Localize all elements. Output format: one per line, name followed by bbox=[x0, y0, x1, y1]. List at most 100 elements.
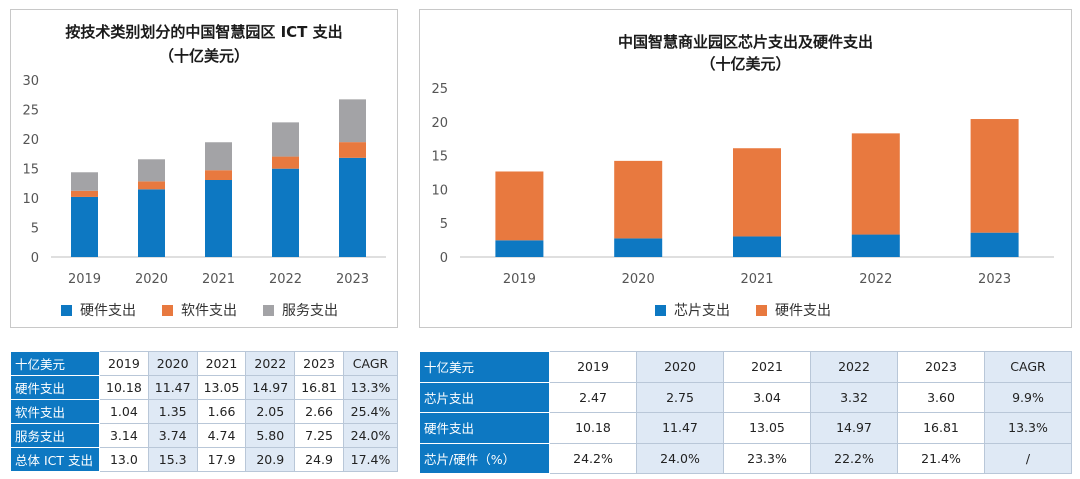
ict-table-cell: 24.0% bbox=[342, 423, 399, 448]
y-tick-label: 10 bbox=[431, 183, 448, 198]
bar-2021-series-0 bbox=[205, 180, 232, 257]
ict-table-cell: 3.74 bbox=[147, 423, 198, 448]
legend-label-chip: 芯片支出 bbox=[674, 303, 730, 319]
chip-table-cell: 13.05 bbox=[723, 412, 811, 444]
legend-hardware: 硬件支出 bbox=[61, 300, 136, 320]
x-tick-label-2023: 2023 bbox=[336, 272, 369, 287]
y-tick-label: 25 bbox=[22, 104, 39, 119]
ict-table-cell: 2020 bbox=[147, 351, 198, 376]
y-tick-label: 10 bbox=[22, 192, 39, 207]
ict-table-row: 服务支出 3.14 3.74 4.74 5.80 7.25 24.0% bbox=[10, 423, 399, 448]
chip-table-row-label: 硬件支出 bbox=[419, 412, 550, 444]
bar-2023-series-0 bbox=[970, 232, 1019, 257]
legend-swatch-hardware-right bbox=[756, 304, 767, 316]
ict-table-cell: 11.47 bbox=[147, 375, 198, 400]
ict-table-cell: 17.4% bbox=[342, 447, 399, 472]
ict-table-cell: 2021 bbox=[196, 351, 247, 376]
legend-chip: 芯片支出 bbox=[655, 300, 730, 320]
ict-table-cell: 13.3% bbox=[342, 375, 399, 400]
ict-table-cell: 1.04 bbox=[99, 399, 149, 424]
chip-table-cell: 11.47 bbox=[636, 412, 724, 444]
ict-table-row: 总体 ICT 支出 13.0 15.3 17.9 20.9 24.9 17.4% bbox=[10, 447, 399, 472]
ict-table-header-row: 十亿美元 2019 2020 2021 2022 2023 CAGR bbox=[10, 351, 399, 376]
chip-table-row-label: 芯片/硬件（%） bbox=[419, 442, 550, 474]
chip-table-cell: 13.3% bbox=[984, 412, 1072, 444]
ict-table-cell: 10.18 bbox=[99, 375, 149, 400]
chip-hardware-chart-panel: 中国智慧商业园区芯片支出及硬件支出 （十亿美元） 0 5 10 15 20 25 2019 2… bbox=[419, 9, 1072, 328]
ict-table-cell: 25.4% bbox=[342, 399, 399, 424]
ict-table-cell: 2023 bbox=[294, 351, 344, 376]
x-tick-label-2022: 2022 bbox=[859, 272, 892, 287]
ict-table-cell: 20.9 bbox=[245, 447, 296, 472]
bar-2021-series-1 bbox=[733, 148, 781, 237]
bar-2019-series-1 bbox=[71, 190, 98, 197]
legend-hardware-right: 硬件支出 bbox=[756, 300, 831, 320]
x-tick-label-2023: 2023 bbox=[978, 272, 1011, 287]
chip-table-cell: 21.4% bbox=[897, 442, 985, 474]
ict-table-row-label: 总体 ICT 支出 bbox=[10, 447, 100, 472]
legend-services: 服务支出 bbox=[263, 300, 338, 320]
chip-table-cell: 23.3% bbox=[723, 442, 811, 474]
bar-2020-series-2 bbox=[138, 159, 165, 182]
ict-table-cell: 16.81 bbox=[294, 375, 344, 400]
ict-table-cell: 4.74 bbox=[196, 423, 247, 448]
ict-table-row-label: 十亿美元 bbox=[10, 351, 100, 376]
y-tick-label: 5 bbox=[31, 222, 39, 237]
bar-2022-series-0 bbox=[272, 168, 299, 257]
right-chart-plot: 0 5 10 15 20 25 2019 2020 2021 2022 2023 bbox=[431, 82, 1054, 287]
x-tick-label-2019: 2019 bbox=[68, 272, 101, 287]
y-tick-label: 0 bbox=[440, 251, 448, 266]
ict-table-row: 软件支出 1.04 1.35 1.66 2.05 2.66 25.4% bbox=[10, 399, 399, 424]
chip-table-cell: 24.2% bbox=[549, 442, 637, 474]
chip-table-cell: 2.75 bbox=[636, 381, 724, 413]
chip-table-cell: 24.0% bbox=[636, 442, 724, 474]
chip-table-cell: 2022 bbox=[810, 351, 898, 383]
legend-swatch-software bbox=[162, 304, 173, 316]
legend-label-software: 软件支出 bbox=[181, 303, 237, 319]
chip-table-row-label: 芯片支出 bbox=[419, 381, 550, 413]
bar-2019-series-0 bbox=[71, 196, 98, 257]
bar-2020-series-1 bbox=[614, 160, 663, 239]
bar-2022-series-0 bbox=[851, 234, 900, 257]
ict-table-row: 硬件支出 10.18 11.47 13.05 14.97 16.81 13.3% bbox=[10, 375, 399, 400]
y-tick-label: 20 bbox=[22, 133, 39, 148]
ict-table-cell: 3.14 bbox=[99, 423, 149, 448]
bar-2022-series-2 bbox=[272, 122, 299, 157]
y-tick-label: 15 bbox=[22, 163, 39, 178]
chip-table-cell: / bbox=[984, 442, 1072, 474]
chip-table-row-label: 十亿美元 bbox=[419, 351, 550, 383]
chip-table-cell: 3.32 bbox=[810, 381, 898, 413]
chip-table-cell: 2019 bbox=[549, 351, 637, 383]
ict-spending-chart-panel: 按技术类别划分的中国智慧园区 ICT 支出 （十亿美元） 0 5 10 15 20 25 3… bbox=[10, 9, 398, 328]
x-tick-label-2022: 2022 bbox=[269, 272, 302, 287]
ict-table-cell: 2022 bbox=[245, 351, 296, 376]
bar-2023-series-1 bbox=[970, 119, 1019, 233]
ict-table-row-label: 硬件支出 bbox=[10, 375, 100, 400]
chip-table-cell: 3.60 bbox=[897, 381, 985, 413]
chip-table-cell: 2.47 bbox=[549, 381, 637, 413]
legend-label-services: 服务支出 bbox=[282, 303, 338, 319]
chip-table-cell: 14.97 bbox=[810, 412, 898, 444]
chip-table-row: 芯片支出 2.47 2.75 3.04 3.32 3.60 9.9% bbox=[419, 381, 1072, 413]
bar-2021-series-2 bbox=[205, 142, 232, 171]
chip-table-cell: 22.2% bbox=[810, 442, 898, 474]
x-tick-label-2020: 2020 bbox=[622, 272, 655, 287]
chip-table-row: 硬件支出 10.18 11.47 13.05 14.97 16.81 13.3% bbox=[419, 412, 1072, 444]
y-tick-label: 30 bbox=[22, 74, 39, 89]
legend-label-hardware: 硬件支出 bbox=[80, 303, 136, 319]
bar-2022-series-1 bbox=[272, 156, 299, 169]
bar-2021-series-1 bbox=[205, 170, 232, 181]
ict-table-cell: 1.66 bbox=[196, 399, 247, 424]
legend-swatch-hardware bbox=[61, 304, 72, 316]
bar-2019-series-1 bbox=[495, 171, 544, 241]
ict-table-cell: 14.97 bbox=[245, 375, 296, 400]
ict-table-row-label: 服务支出 bbox=[10, 423, 100, 448]
chip-table-cell: 2020 bbox=[636, 351, 724, 383]
bar-2019-series-2 bbox=[71, 172, 98, 191]
ict-table-cell: 17.9 bbox=[196, 447, 247, 472]
y-tick-label: 0 bbox=[31, 251, 39, 266]
bar-2019-series-0 bbox=[495, 240, 544, 257]
left-chart-title: 按技术类别划分的中国智慧园区 ICT 支出 bbox=[65, 23, 343, 41]
bar-2023-series-1 bbox=[339, 142, 366, 158]
chip-table-cell: 10.18 bbox=[549, 412, 637, 444]
